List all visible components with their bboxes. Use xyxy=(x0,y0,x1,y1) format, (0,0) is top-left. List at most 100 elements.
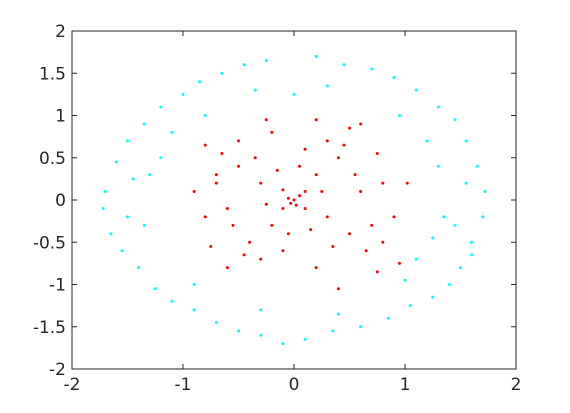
point xyxy=(170,299,174,303)
point xyxy=(359,190,363,194)
point xyxy=(303,337,307,341)
point xyxy=(281,188,285,192)
point xyxy=(409,304,413,308)
point xyxy=(292,198,296,202)
point xyxy=(153,287,157,291)
point xyxy=(126,215,129,219)
point xyxy=(286,232,290,236)
x-tick-label: 2 xyxy=(511,375,522,395)
point xyxy=(220,71,224,75)
point xyxy=(203,215,207,219)
point xyxy=(192,308,196,312)
point xyxy=(447,283,451,286)
point xyxy=(431,295,435,299)
point xyxy=(403,278,407,282)
point xyxy=(425,139,429,143)
x-tick-label: 1 xyxy=(400,375,411,395)
point xyxy=(248,240,252,244)
point xyxy=(109,232,113,236)
point xyxy=(270,223,274,227)
point xyxy=(375,270,379,274)
point xyxy=(292,92,296,96)
point xyxy=(470,253,474,257)
point xyxy=(414,88,418,92)
x-tick-label: -2 xyxy=(64,375,81,395)
y-tick-label: -1.5 xyxy=(33,318,66,338)
point xyxy=(405,181,409,185)
point xyxy=(237,164,240,168)
point xyxy=(148,173,152,177)
point xyxy=(220,152,224,156)
y-tick-label: 1.5 xyxy=(39,64,66,84)
y-tick-label: 0 xyxy=(55,191,66,211)
y-tick-label: 1 xyxy=(55,107,66,127)
point xyxy=(209,244,213,248)
point xyxy=(303,206,307,210)
point xyxy=(483,190,487,194)
point xyxy=(475,164,479,168)
point xyxy=(259,181,263,185)
point xyxy=(436,105,440,109)
point xyxy=(436,164,440,168)
point xyxy=(203,114,207,117)
point xyxy=(281,249,285,253)
point xyxy=(270,130,274,134)
point xyxy=(259,333,263,337)
point xyxy=(237,329,240,333)
point xyxy=(192,190,196,194)
point xyxy=(392,75,396,79)
point xyxy=(442,215,446,219)
point xyxy=(231,223,235,227)
point xyxy=(303,190,307,194)
point xyxy=(103,190,107,194)
x-tick-label: 0 xyxy=(289,375,300,395)
point xyxy=(359,122,363,126)
point xyxy=(370,67,374,71)
point xyxy=(225,206,229,210)
point xyxy=(359,325,363,329)
point xyxy=(142,122,146,126)
point xyxy=(325,84,329,88)
point xyxy=(237,139,240,143)
point xyxy=(464,139,468,143)
point xyxy=(453,118,457,122)
point xyxy=(289,201,293,205)
point xyxy=(264,59,268,63)
point xyxy=(314,54,318,58)
point xyxy=(137,266,141,270)
point xyxy=(120,249,124,253)
point xyxy=(126,139,129,143)
point xyxy=(181,92,185,96)
point xyxy=(253,88,257,92)
point xyxy=(170,130,174,134)
point xyxy=(331,244,335,248)
y-tick-label: 0.5 xyxy=(39,149,66,169)
point xyxy=(431,236,435,240)
point xyxy=(453,223,457,227)
point xyxy=(192,283,196,286)
point xyxy=(114,160,118,164)
point xyxy=(381,181,385,185)
point xyxy=(470,240,474,244)
point xyxy=(259,257,263,261)
point xyxy=(353,173,357,177)
point xyxy=(370,223,374,227)
point xyxy=(101,206,105,210)
point xyxy=(342,143,346,147)
point xyxy=(342,63,346,67)
point xyxy=(309,228,313,232)
point xyxy=(336,287,340,291)
point xyxy=(314,118,318,122)
point xyxy=(298,194,302,198)
point xyxy=(203,143,207,147)
point xyxy=(242,63,246,67)
point xyxy=(392,215,396,219)
point xyxy=(464,181,468,185)
point xyxy=(198,80,202,84)
point xyxy=(281,206,285,210)
point xyxy=(214,181,218,185)
point xyxy=(348,126,351,130)
point xyxy=(336,312,340,316)
y-tick-label: -2 xyxy=(49,360,66,380)
point xyxy=(314,173,318,177)
